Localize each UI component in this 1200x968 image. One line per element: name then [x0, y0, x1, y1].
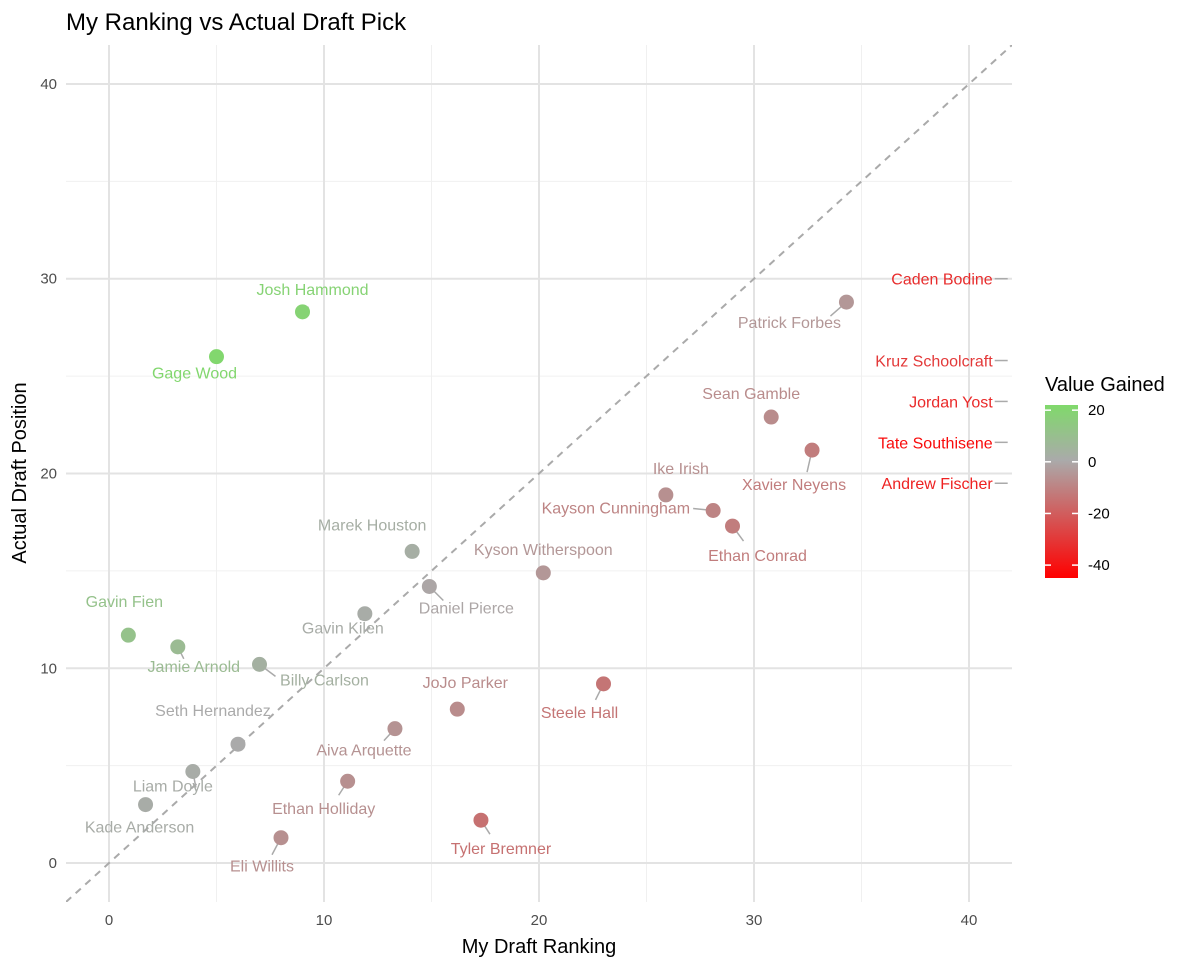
axis-ticks: 0 10 20 30 40 0 10 20 30 40: [40, 76, 977, 929]
legend-ticks: 20 0 -20 -40: [1045, 402, 1110, 574]
point-ike-irish: [658, 487, 674, 503]
label-tyler-bremner: Tyler Bremner: [451, 841, 552, 858]
label-ike-irish: Ike Irish: [653, 461, 709, 478]
legend-tick-label: 20: [1088, 402, 1105, 419]
legend-tick-label: -20: [1088, 505, 1110, 522]
point-jamie-arnold: [170, 639, 186, 655]
point-gage-wood: [209, 349, 224, 365]
label-steele-hall: Steele Hall: [541, 705, 618, 722]
label-aiva-arquette: Aiva Arquette: [316, 743, 411, 760]
label-xavier-neyens: Xavier Neyens: [742, 477, 846, 494]
x-tick-label: 0: [105, 912, 113, 929]
y-tick-label: 0: [49, 855, 57, 872]
point-jojo-parker: [449, 701, 465, 717]
label-marek-houston: Marek Houston: [318, 517, 427, 534]
point-patrick-forbes: [838, 294, 854, 310]
x-axis-title: My Draft Ranking: [462, 936, 617, 958]
y-tick-label: 30: [40, 271, 57, 288]
legend-tick-label: 0: [1088, 454, 1096, 471]
point-steele-hall: [596, 676, 611, 692]
chart-title: My Ranking vs Actual Draft Pick: [66, 9, 407, 36]
label-jamie-arnold: Jamie Arnold: [148, 659, 241, 676]
label-andrew-fischer: Andrew Fischer: [882, 476, 994, 493]
legend: Value Gained 20 0 -20 -40: [1045, 374, 1165, 578]
point-gavin-fien: [120, 627, 136, 643]
point-eli-willits: [273, 830, 289, 846]
label-caden-bodine: Caden Bodine: [891, 272, 993, 289]
point-kyson-witherspoon: [535, 565, 551, 581]
grid: [66, 45, 1012, 902]
y-tick-label: 20: [40, 466, 57, 483]
point-kayson-cunningham: [705, 503, 721, 519]
label-kyson-witherspoon: Kyson Witherspoon: [474, 542, 613, 559]
point-labels: Josh Hammond Gage Wood Gavin Fien Jamie Arn…: [85, 272, 994, 876]
point-sean-gamble: [763, 409, 779, 425]
point-kade-anderson: [138, 797, 154, 813]
label-kruz-schoolcraft: Kruz Schoolcraft: [875, 354, 993, 371]
point-daniel-pierce: [421, 578, 437, 594]
y-axis-title: Actual Draft Position: [9, 382, 31, 563]
legend-title: Value Gained: [1045, 374, 1165, 396]
label-gage-wood: Gage Wood: [152, 366, 237, 383]
label-gavin-fien: Gavin Fien: [86, 594, 163, 611]
label-josh-hammond: Josh Hammond: [256, 282, 368, 299]
label-billy-carlson: Billy Carlson: [280, 672, 369, 689]
y-tick-label: 40: [40, 76, 57, 93]
x-tick-label: 20: [531, 912, 548, 929]
x-tick-label: 40: [961, 912, 978, 929]
x-tick-label: 10: [316, 912, 333, 929]
legend-tick-label: -40: [1088, 557, 1110, 574]
point-gavin-kilen: [357, 606, 373, 622]
label-eli-willits: Eli Willits: [230, 859, 294, 876]
label-ethan-conrad: Ethan Conrad: [708, 548, 807, 565]
point-aiva-arquette: [387, 721, 403, 737]
label-jordan-yost: Jordan Yost: [909, 394, 993, 411]
label-sean-gamble: Sean Gamble: [702, 386, 800, 403]
label-kade-anderson: Kade Anderson: [85, 820, 194, 837]
point-liam-doyle: [185, 764, 201, 780]
x-tick-label: 30: [746, 912, 763, 929]
reference-line: [66, 45, 1012, 902]
label-jojo-parker: JoJo Parker: [423, 675, 509, 692]
point-seth-hernandez: [230, 736, 246, 752]
label-seth-hernandez: Seth Hernandez: [155, 703, 271, 720]
reference-line-y-equals-x: [66, 45, 1012, 902]
point-josh-hammond: [295, 304, 310, 320]
label-ethan-holliday: Ethan Holliday: [272, 801, 375, 818]
label-gavin-kilen: Gavin Kilen: [302, 621, 384, 638]
label-daniel-pierce: Daniel Pierce: [419, 600, 514, 617]
data-points: [120, 294, 854, 846]
point-xavier-neyens: [804, 442, 820, 458]
label-liam-doyle: Liam Doyle: [133, 779, 213, 796]
point-ethan-holliday: [340, 773, 356, 789]
point-ethan-conrad: [725, 518, 740, 534]
label-tate-southisene: Tate Southisene: [878, 435, 993, 452]
legend-colorbar: [1045, 405, 1078, 578]
label-kayson-cunningham: Kayson Cunningham: [542, 501, 691, 518]
y-tick-label: 10: [40, 660, 57, 677]
point-tyler-bremner: [473, 812, 489, 828]
label-patrick-forbes: Patrick Forbes: [738, 315, 841, 332]
point-marek-houston: [404, 543, 420, 559]
point-billy-carlson: [252, 656, 267, 672]
